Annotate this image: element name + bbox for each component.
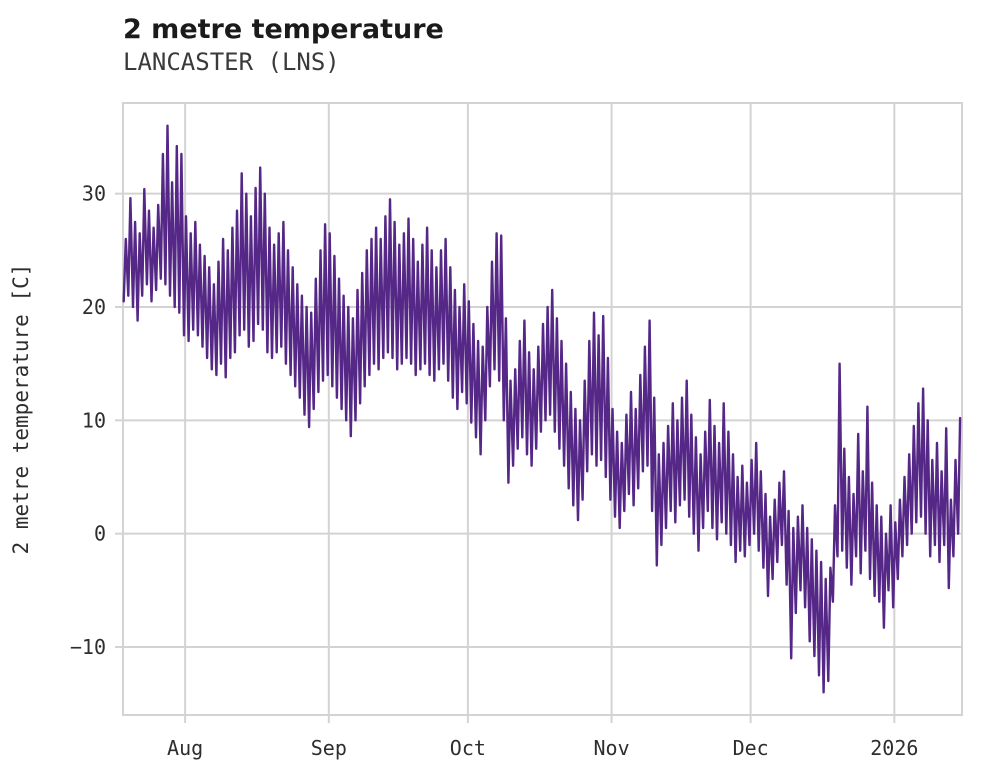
plot-frame (122, 102, 963, 716)
chart-title: 2 metre temperature (123, 14, 444, 45)
y-axis-label: 2 metre temperature [C] (9, 264, 33, 555)
x-tick-label: Dec (733, 736, 769, 760)
y-tick-label: 0 (94, 522, 106, 546)
temperature-series (122, 124, 962, 694)
y-tick-label: 10 (82, 408, 106, 432)
y-tick-label: −10 (70, 635, 106, 659)
chart-subtitle: LANCASTER (LNS) (123, 48, 340, 76)
x-tick-label: Aug (167, 736, 203, 760)
x-tick-label: Nov (594, 736, 630, 760)
x-tick-label: Sep (311, 736, 347, 760)
x-tick-label: 2026 (870, 736, 918, 760)
x-tick-label: Oct (450, 736, 486, 760)
y-tick-label: 30 (82, 182, 106, 206)
y-tick-label: 20 (82, 295, 106, 319)
